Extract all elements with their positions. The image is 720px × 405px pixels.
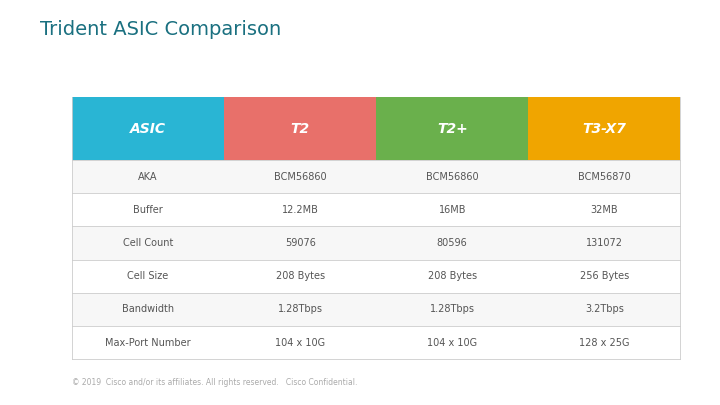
Text: © 2019  Cisco and/or its affiliates. All rights reserved.   Cisco Confidential.: © 2019 Cisco and/or its affiliates. All … bbox=[72, 378, 357, 387]
Text: 59076: 59076 bbox=[284, 238, 315, 248]
Text: T2: T2 bbox=[291, 122, 310, 136]
Text: 80596: 80596 bbox=[437, 238, 467, 248]
Text: 3.2Tbps: 3.2Tbps bbox=[585, 305, 624, 314]
Text: Bandwidth: Bandwidth bbox=[122, 305, 174, 314]
Text: 128 x 25G: 128 x 25G bbox=[579, 338, 629, 347]
Text: Cell Size: Cell Size bbox=[127, 271, 168, 281]
Text: 16MB: 16MB bbox=[438, 205, 466, 215]
Text: Cell Count: Cell Count bbox=[123, 238, 174, 248]
Text: 32MB: 32MB bbox=[590, 205, 618, 215]
Text: 12.2MB: 12.2MB bbox=[282, 205, 318, 215]
Text: 131072: 131072 bbox=[586, 238, 623, 248]
Text: ASIC: ASIC bbox=[130, 122, 166, 136]
Text: AKA: AKA bbox=[138, 172, 158, 181]
Text: Max-Port Number: Max-Port Number bbox=[105, 338, 191, 347]
Text: T2+: T2+ bbox=[437, 122, 467, 136]
Text: 104 x 10G: 104 x 10G bbox=[275, 338, 325, 347]
Text: T3-X7: T3-X7 bbox=[582, 122, 626, 136]
Text: BCM56860: BCM56860 bbox=[426, 172, 479, 181]
Text: 1.28Tbps: 1.28Tbps bbox=[278, 305, 323, 314]
Text: BCM56860: BCM56860 bbox=[274, 172, 326, 181]
Text: 104 x 10G: 104 x 10G bbox=[427, 338, 477, 347]
Text: 208 Bytes: 208 Bytes bbox=[428, 271, 477, 281]
Text: Buffer: Buffer bbox=[133, 205, 163, 215]
Text: 208 Bytes: 208 Bytes bbox=[276, 271, 325, 281]
Text: Trident ASIC Comparison: Trident ASIC Comparison bbox=[40, 20, 281, 39]
Text: 1.28Tbps: 1.28Tbps bbox=[430, 305, 474, 314]
Text: 256 Bytes: 256 Bytes bbox=[580, 271, 629, 281]
Text: BCM56870: BCM56870 bbox=[578, 172, 631, 181]
